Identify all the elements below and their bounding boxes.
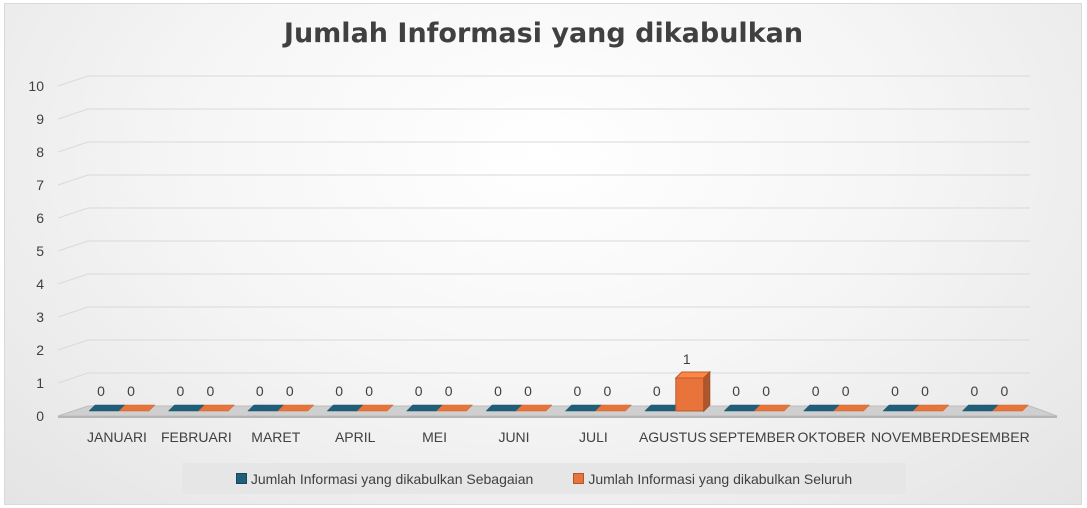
y-tick-label: 10	[28, 78, 44, 94]
data-label: 0	[524, 383, 532, 399]
x-tick-label: OKTOBER	[797, 429, 865, 445]
y-tick-label: 5	[36, 243, 44, 259]
x-tick-label: JANUARI	[87, 429, 147, 445]
legend-swatch-sebagaian	[235, 473, 247, 484]
legend: Jumlah Informasi yang dikabulkan Sebagai…	[182, 463, 906, 494]
bar-seluruh	[753, 404, 791, 412]
data-label: 0	[842, 383, 850, 399]
x-tick-label: DESEMBER	[951, 429, 1030, 445]
data-label: 0	[177, 383, 185, 399]
bar-seluruh	[594, 404, 633, 412]
gridline-side	[57, 306, 89, 318]
legend-label-sebagaian: Jumlah Informasi yang dikabulkan Sebagai…	[250, 470, 534, 487]
bar-seluruh	[912, 404, 950, 412]
data-label: 0	[207, 383, 215, 399]
x-tick-label: APRIL	[335, 429, 376, 445]
x-tick-label: FEBRUARI	[161, 429, 232, 445]
data-label: 0	[971, 383, 979, 399]
y-tick-label: 4	[36, 276, 44, 292]
data-label: 0	[921, 383, 929, 399]
gridline-side	[57, 174, 89, 186]
data-label: 0	[762, 383, 770, 399]
x-tick-label: MARET	[251, 429, 300, 445]
y-tick-label: 1	[36, 375, 44, 391]
data-label: 0	[653, 383, 661, 399]
legend-item-seluruh: Jumlah Informasi yang dikabulkan Seluruh	[573, 471, 852, 487]
bar-seluruh	[277, 404, 315, 412]
data-label: 0	[1001, 383, 1009, 399]
data-label: 0	[415, 383, 423, 399]
gridline-side	[57, 372, 89, 384]
y-tick-label: 3	[36, 309, 44, 325]
y-tick-label: 2	[36, 342, 44, 358]
data-label: 0	[335, 383, 343, 399]
data-label: 0	[574, 383, 582, 399]
bar-seluruh	[118, 404, 156, 412]
bar-seluruh-side	[703, 370, 711, 413]
chart-title: Jumlah Informasi yang dikabulkan	[283, 18, 804, 49]
gridline-side	[57, 339, 89, 351]
bar-seluruh	[515, 404, 553, 412]
x-tick-label: MEI	[422, 429, 447, 445]
data-label: 0	[127, 383, 135, 399]
data-label: 0	[891, 383, 899, 399]
x-tick-label: SEPTEMBER	[709, 429, 795, 445]
bar-seluruh	[832, 404, 871, 412]
y-tick-label: 6	[36, 210, 44, 226]
data-label: 0	[286, 383, 294, 399]
bar-seluruh	[197, 404, 236, 412]
data-label: 0	[812, 383, 820, 399]
x-tick-label: JULI	[579, 429, 608, 445]
data-label: 0	[365, 383, 373, 399]
bar-seluruh	[435, 404, 474, 412]
bar-seluruh	[675, 377, 705, 412]
legend-swatch-seluruh	[573, 473, 585, 484]
data-label: 0	[604, 383, 612, 399]
data-label: 0	[256, 383, 264, 399]
data-label: 1	[683, 351, 691, 367]
y-tick-label: 9	[36, 111, 44, 127]
data-label: 0	[494, 383, 502, 399]
data-label: 0	[732, 383, 740, 399]
gridline-side	[57, 240, 89, 252]
y-tick-label: 0	[36, 408, 44, 424]
bar-seluruh	[991, 404, 1030, 412]
gridline-side	[57, 141, 89, 153]
gridline-side	[57, 75, 89, 87]
gridline-side	[57, 108, 89, 120]
x-tick-label: JUNI	[498, 429, 529, 445]
chart-floor-edge	[58, 416, 1057, 418]
bar-seluruh	[356, 404, 394, 412]
chart-area	[4, 3, 1082, 505]
legend-label-seluruh: Jumlah Informasi yang dikabulkan Seluruh	[588, 470, 853, 487]
y-tick-label: 8	[36, 144, 44, 160]
x-tick-label: NOVEMBER	[871, 429, 951, 445]
legend-item-sebagaian: Jumlah Informasi yang dikabulkan Sebagai…	[235, 470, 534, 487]
data-label: 0	[445, 383, 453, 399]
y-tick-label: 7	[36, 177, 44, 193]
gridline-side	[57, 207, 89, 219]
gridline-side	[57, 273, 89, 285]
data-label: 0	[97, 383, 105, 399]
x-tick-label: AGUSTUS	[639, 429, 707, 445]
